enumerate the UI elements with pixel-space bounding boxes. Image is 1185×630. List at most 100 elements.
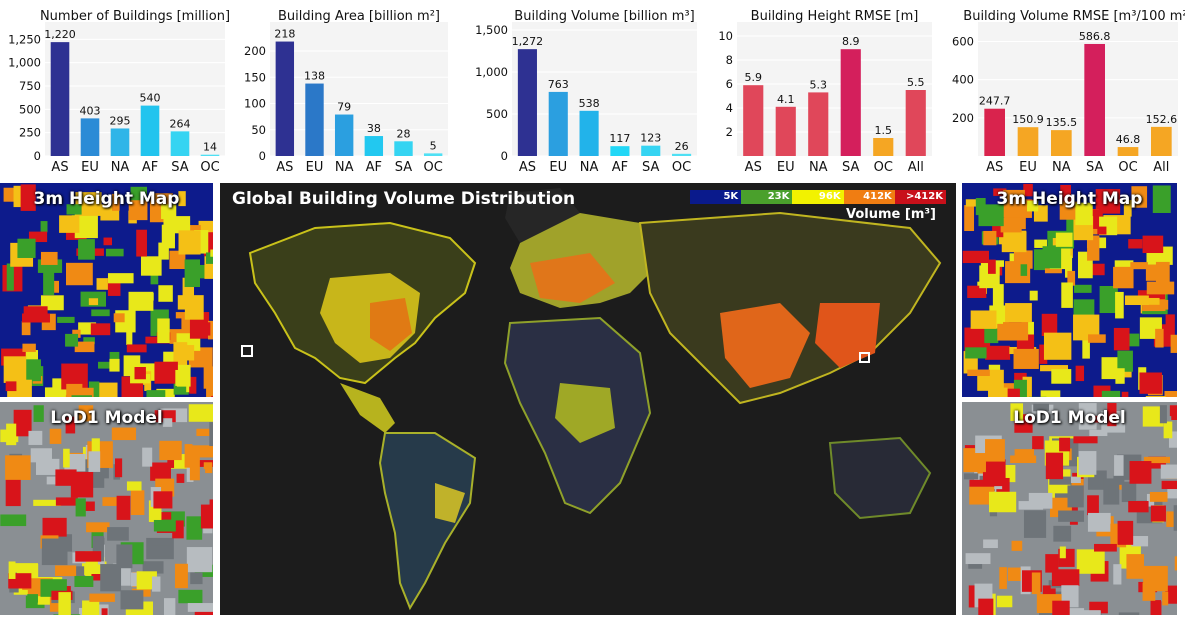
building-block [1152,185,1171,213]
bar-value-label: 123 [640,132,661,145]
plot-background [978,22,1178,156]
building-block [1060,184,1071,211]
building-block [109,351,120,363]
building-block [203,366,213,389]
building-block [984,328,999,344]
building-block [36,458,60,475]
building-block [21,321,31,336]
building-block [155,512,172,520]
x-tick-label: NA [111,160,130,175]
y-tick-label: 200 [952,111,974,125]
building-block [1165,314,1175,341]
x-tick-label: OC [672,160,691,175]
bar-NA [808,92,829,156]
building-block [153,491,173,509]
building-block [1128,239,1143,249]
building-block [126,344,147,353]
x-tick-label: SA [842,160,859,175]
building-block [193,460,213,467]
building-block [74,341,95,353]
building-block [1014,449,1035,463]
building-block [167,454,175,468]
building-block [187,603,213,612]
building-block [196,428,213,437]
building-block [1094,543,1117,552]
building-block [1051,369,1072,384]
bar-EU [775,106,796,156]
building-block [1131,186,1148,208]
building-block [1165,585,1177,604]
building-block [1166,511,1177,527]
left-height-map-image [1,184,213,397]
legend-segment-5: >412K [894,190,946,204]
plot-background [737,22,932,156]
y-tick-label: 6 [726,77,733,91]
bar-value-label: 540 [140,92,161,105]
building-block [1115,368,1125,384]
building-block [96,278,116,290]
building-block [75,551,102,562]
y-tick-label: 1,000 [8,56,41,70]
bar-OC [873,138,894,156]
building-block [1167,481,1177,499]
building-block [65,333,79,347]
building-block [102,497,126,506]
building-block [55,497,78,506]
building-block [1168,431,1177,448]
building-block [33,499,61,506]
building-block [978,204,1004,227]
building-block [154,410,176,423]
volume-legend: 5K 23K 96K 412K >412K [690,190,946,204]
building-block [5,381,17,392]
building-block [1123,200,1132,217]
x-tick-label: SA [1086,160,1103,175]
building-block [1023,510,1047,538]
building-block [186,547,213,573]
y-tick-label: 1,000 [475,65,508,79]
building-block [75,192,102,216]
building-block [41,538,68,566]
building-block [1063,608,1085,615]
building-block [189,376,197,394]
building-block [1059,437,1071,452]
building-block [1051,569,1080,586]
building-block [27,594,38,603]
building-block [963,473,979,480]
building-block [76,501,95,511]
y-tick-label: 0 [34,149,41,163]
x-tick-label: NA [335,160,354,175]
building-block [1146,281,1175,295]
building-block [13,185,25,208]
building-block [113,313,125,323]
bar-value-label: 150.9 [1012,113,1044,126]
y-tick-label: 150 [244,70,266,84]
building-block [1173,505,1177,531]
bar-All [905,90,926,156]
bar-value-label: 79 [337,101,351,114]
world-map-image [241,188,942,611]
building-block [1003,388,1020,397]
building-block [1139,372,1162,394]
building-block [1113,266,1134,289]
building-block [1150,505,1166,522]
building-block [44,387,68,397]
building-block [154,361,178,384]
building-block [6,423,17,446]
building-block [190,572,203,585]
building-block [1026,200,1039,212]
building-block [153,519,176,532]
building-block [1013,250,1033,269]
building-block [174,563,188,589]
bar-value-label: 5.5 [907,76,925,89]
building-block [162,418,173,427]
building-block [1005,303,1032,323]
building-block [1142,582,1156,601]
y-tick-label: 500 [19,102,41,116]
building-block [1121,481,1137,503]
building-block [1089,601,1108,614]
building-block [1128,501,1149,513]
building-block [120,590,144,610]
building-block [1142,406,1164,427]
building-block [1159,405,1167,424]
building-block [1073,299,1095,316]
